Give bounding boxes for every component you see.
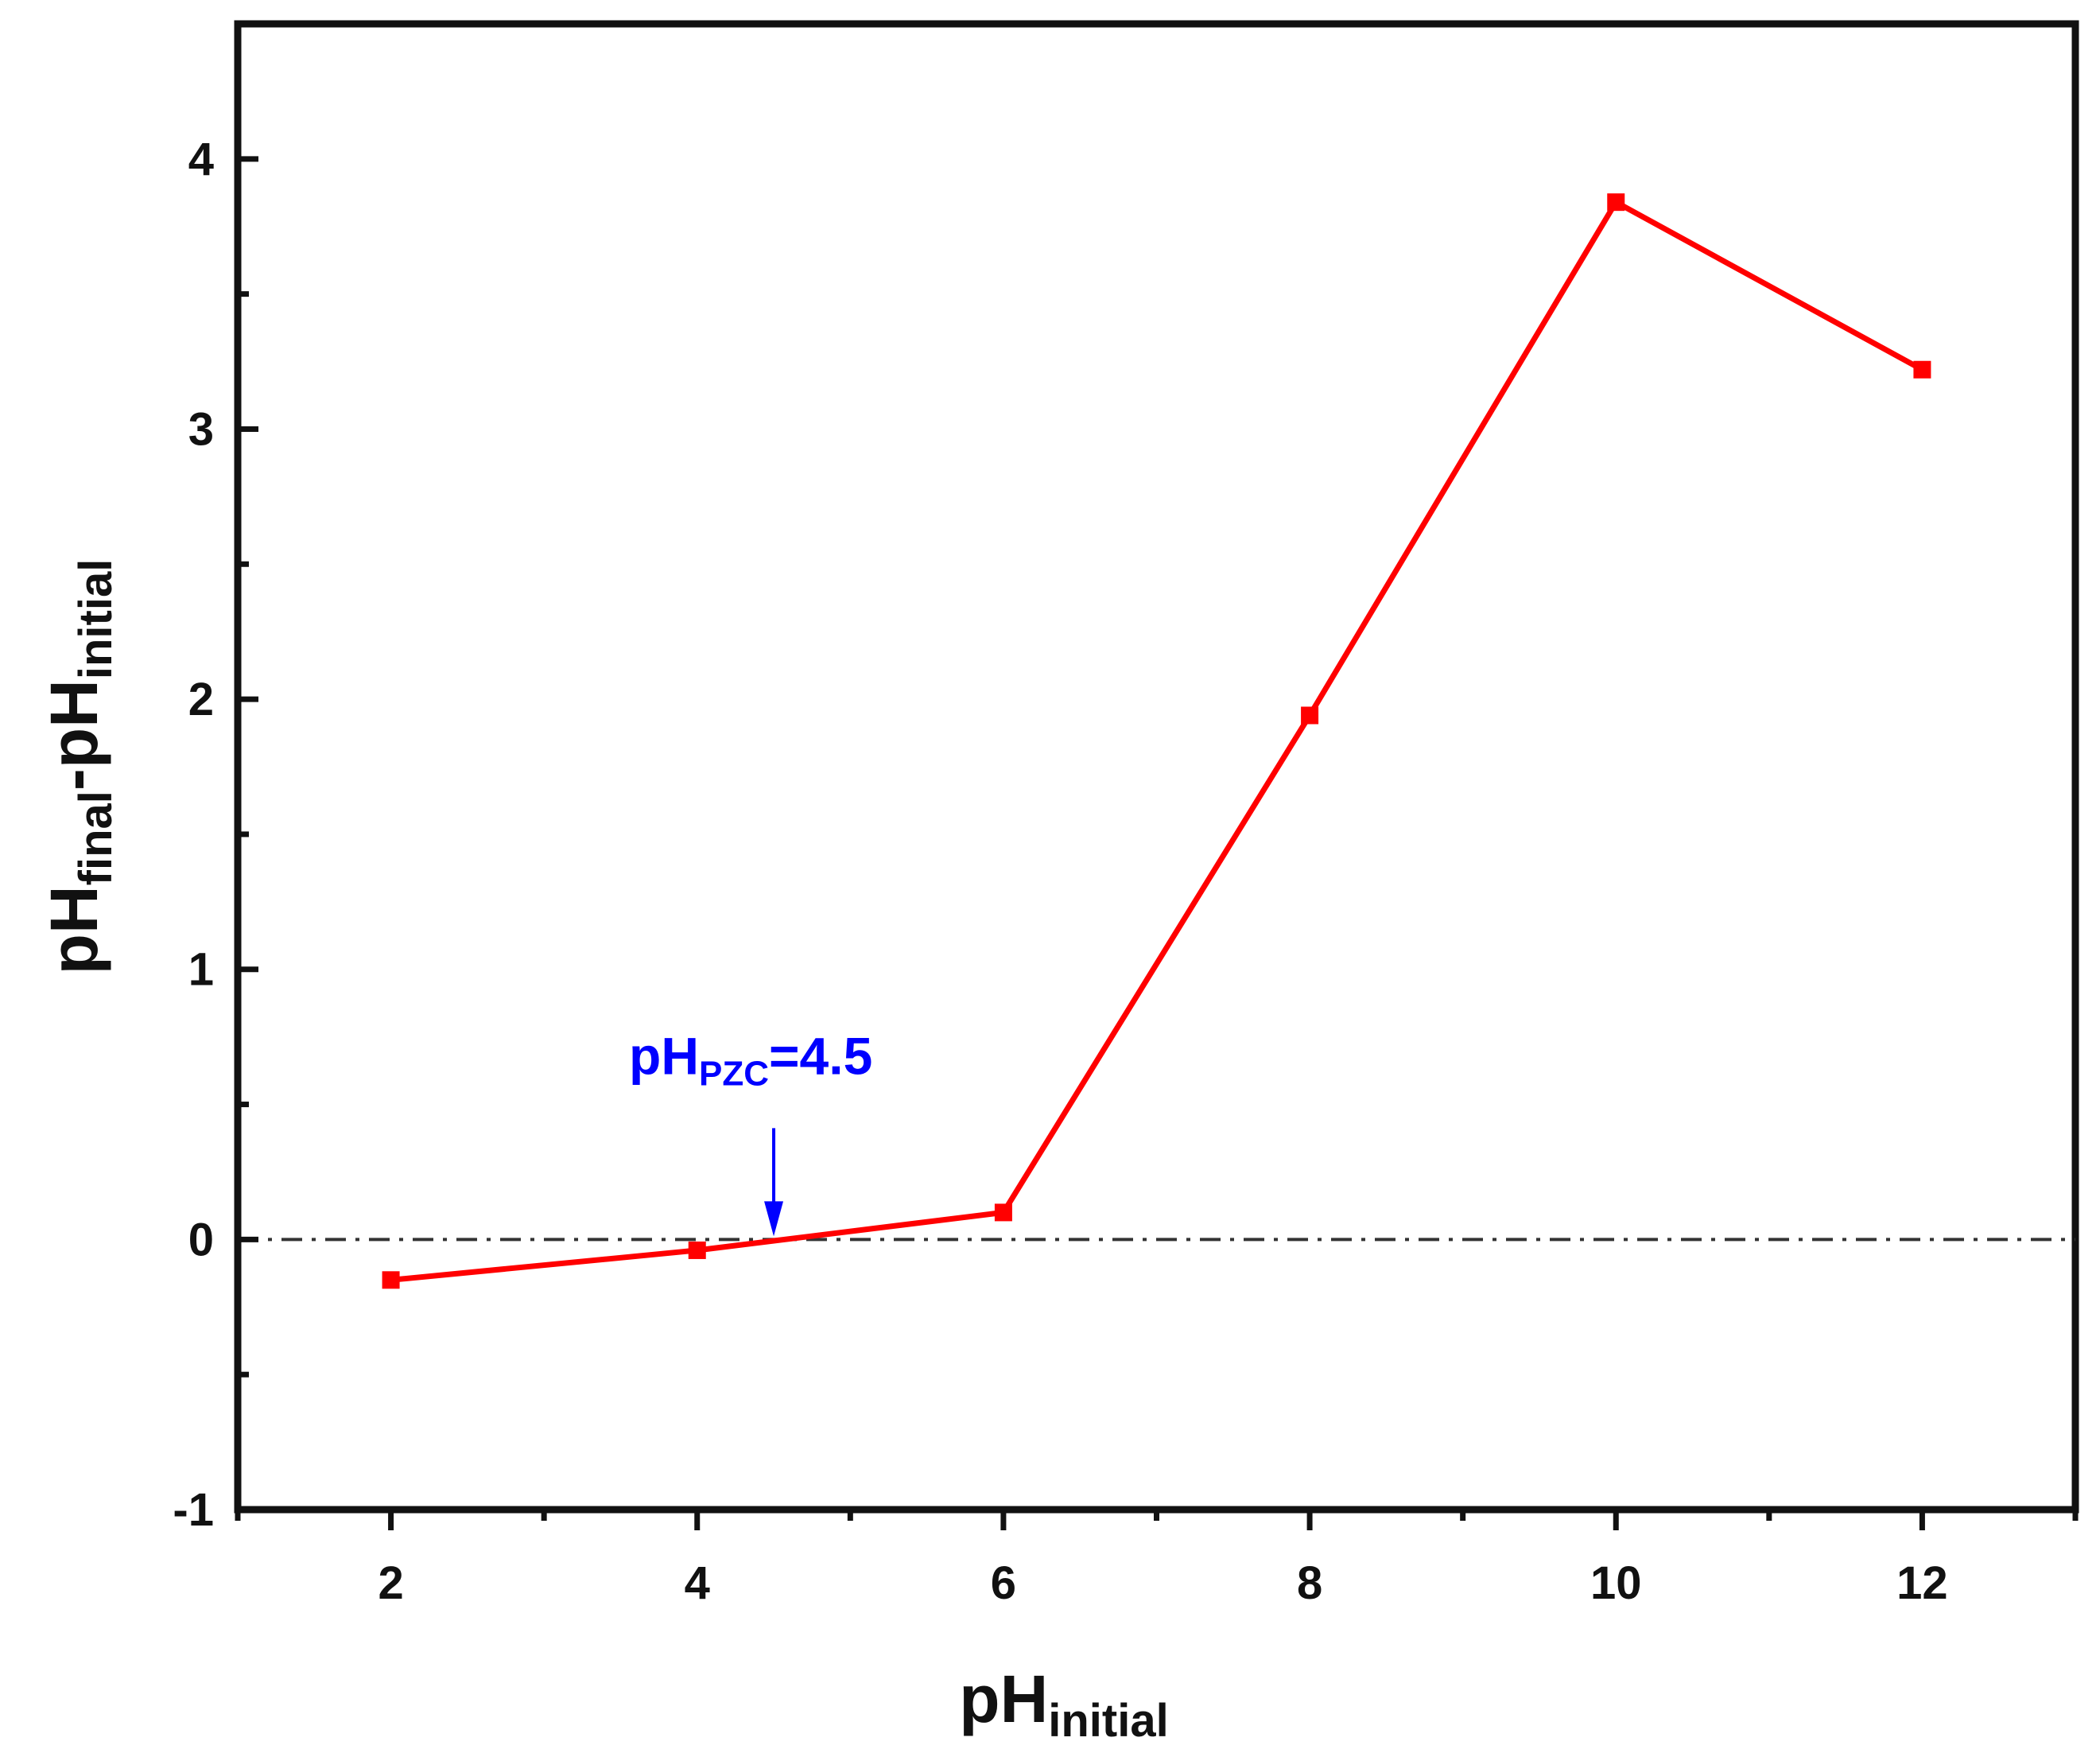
plot-frame [234, 20, 2079, 1514]
data-point-marker [1301, 706, 1319, 725]
x-tick-label: 12 [1896, 1557, 1948, 1609]
x-axis-title-sub: initial [1048, 1695, 1168, 1747]
y-tick-label: 1 [188, 944, 214, 996]
y-axis-title-dash: - [37, 768, 111, 791]
y-tick-label: 0 [188, 1214, 214, 1265]
pzc-annotation-sub: PZC [699, 1054, 769, 1093]
y-axis-ticks: -1 0 1 2 3 4 [173, 21, 258, 1536]
y-axis-title-main1: pH [37, 885, 111, 974]
x-tick-label: 4 [685, 1557, 710, 1609]
y-tick-label: 3 [188, 403, 214, 455]
y-axis-title-main2: pH [37, 679, 111, 768]
series-markers [382, 193, 1931, 1289]
pzc-annotation-main: pH [629, 1026, 699, 1085]
data-point-marker [1607, 193, 1625, 212]
series-line [390, 199, 1924, 1283]
data-point-marker [1913, 360, 1931, 379]
data-point-marker [688, 1241, 706, 1259]
y-tick-label: 2 [188, 674, 214, 725]
x-tick-label: 2 [378, 1557, 403, 1609]
pzc-arrow-head [764, 1201, 784, 1237]
data-point-marker [994, 1203, 1012, 1222]
y-tick-label: -1 [173, 1484, 214, 1536]
y-axis-title-sub2: initial [70, 559, 122, 679]
x-axis-title-main: pH [959, 1662, 1048, 1736]
y-axis-title-sub1: final [70, 791, 122, 885]
x-tick-label: 8 [1297, 1557, 1322, 1609]
data-point-marker [382, 1271, 400, 1289]
x-axis-ticks: 2 4 6 8 10 12 [235, 1510, 2079, 1609]
pzc-annotation: pHPZC=4.5 [629, 1026, 872, 1093]
y-axis-title: pHfinal-pHinitial [37, 559, 122, 975]
x-axis-title: pHinitial [959, 1662, 1168, 1747]
y-tick-label: 4 [188, 134, 214, 185]
x-tick-label: 10 [1590, 1557, 1642, 1609]
pzc-annotation-suffix: =4.5 [769, 1026, 872, 1085]
x-tick-label: 6 [991, 1557, 1016, 1609]
